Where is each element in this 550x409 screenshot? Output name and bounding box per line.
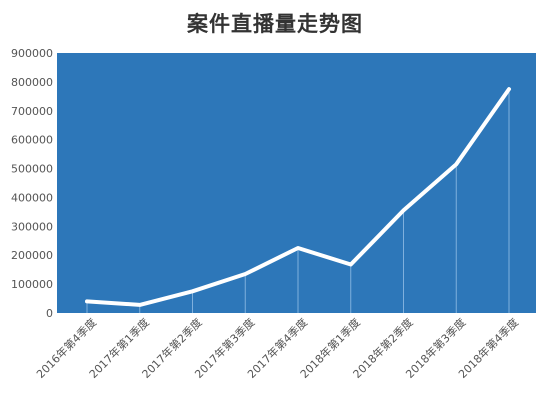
y-tick-label: 600000 [11, 134, 53, 147]
drop-lines [86, 89, 510, 313]
chart-title: 案件直播量走势图 [187, 12, 363, 36]
plot-area [57, 53, 536, 313]
y-tick-label: 500000 [11, 163, 53, 176]
y-axis-ticks: 0 100000 200000 300000 400000 500000 600000 700… [11, 47, 53, 320]
y-tick-label: 0 [46, 307, 53, 320]
y-tick-label: 400000 [11, 191, 53, 204]
series-line [85, 87, 511, 307]
y-tick-label: 200000 [11, 249, 53, 262]
y-tick-label: 300000 [11, 220, 53, 233]
y-tick-label: 100000 [11, 278, 53, 291]
y-tick-label: 800000 [11, 76, 53, 89]
y-tick-label: 900000 [11, 47, 53, 60]
y-tick-label: 700000 [11, 105, 53, 118]
x-axis-ticks: 2016年第4季度2017年第1季度2017年第2季度2017年第3季度2017… [33, 315, 521, 381]
